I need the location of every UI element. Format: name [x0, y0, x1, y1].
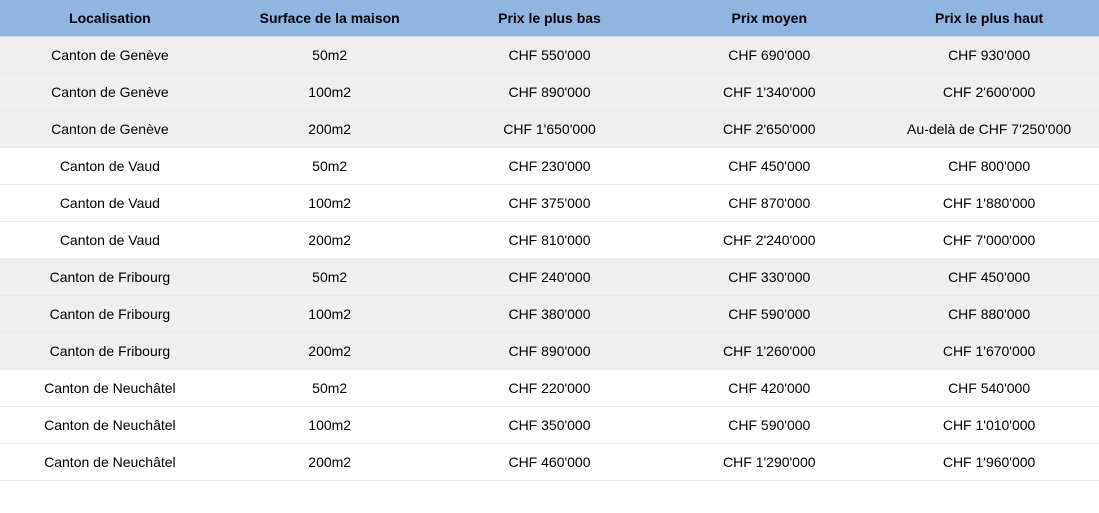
table-row: Canton de Genève 50m2 CHF 550'000 CHF 69… [0, 37, 1099, 74]
cell-avg: CHF 690'000 [659, 37, 879, 74]
cell-low: CHF 810'000 [440, 222, 660, 259]
cell-avg: CHF 450'000 [659, 148, 879, 185]
cell-loc: Canton de Genève [0, 37, 220, 74]
cell-surf: 100m2 [220, 185, 440, 222]
table-row: Canton de Neuchâtel 50m2 CHF 220'000 CHF… [0, 370, 1099, 407]
table-body: Canton de Genève 50m2 CHF 550'000 CHF 69… [0, 37, 1099, 481]
table-row: Canton de Fribourg 50m2 CHF 240'000 CHF … [0, 259, 1099, 296]
cell-surf: 100m2 [220, 296, 440, 333]
cell-low: CHF 375'000 [440, 185, 660, 222]
cell-low: CHF 240'000 [440, 259, 660, 296]
col-header-surf: Surface de la maison [220, 0, 440, 37]
cell-high: CHF 880'000 [879, 296, 1099, 333]
cell-low: CHF 350'000 [440, 407, 660, 444]
cell-loc: Canton de Fribourg [0, 259, 220, 296]
cell-low: CHF 220'000 [440, 370, 660, 407]
cell-surf: 100m2 [220, 407, 440, 444]
cell-surf: 200m2 [220, 444, 440, 481]
cell-low: CHF 230'000 [440, 148, 660, 185]
cell-low: CHF 890'000 [440, 333, 660, 370]
cell-loc: Canton de Genève [0, 74, 220, 111]
table-row: Canton de Vaud 50m2 CHF 230'000 CHF 450'… [0, 148, 1099, 185]
cell-loc: Canton de Vaud [0, 148, 220, 185]
cell-loc: Canton de Fribourg [0, 296, 220, 333]
cell-avg: CHF 1'260'000 [659, 333, 879, 370]
col-header-loc: Localisation [0, 0, 220, 37]
cell-loc: Canton de Fribourg [0, 333, 220, 370]
cell-high: CHF 540'000 [879, 370, 1099, 407]
cell-high: CHF 7'000'000 [879, 222, 1099, 259]
cell-surf: 50m2 [220, 370, 440, 407]
cell-surf: 200m2 [220, 333, 440, 370]
cell-low: CHF 890'000 [440, 74, 660, 111]
header-row: Localisation Surface de la maison Prix l… [0, 0, 1099, 37]
cell-low: CHF 380'000 [440, 296, 660, 333]
table-row: Canton de Genève 200m2 CHF 1'650'000 CHF… [0, 111, 1099, 148]
col-header-avg: Prix moyen [659, 0, 879, 37]
cell-loc: Canton de Vaud [0, 185, 220, 222]
cell-high: CHF 930'000 [879, 37, 1099, 74]
cell-high: CHF 1'670'000 [879, 333, 1099, 370]
cell-avg: CHF 420'000 [659, 370, 879, 407]
cell-surf: 200m2 [220, 111, 440, 148]
cell-surf: 100m2 [220, 74, 440, 111]
price-table: Localisation Surface de la maison Prix l… [0, 0, 1099, 481]
table-header: Localisation Surface de la maison Prix l… [0, 0, 1099, 37]
cell-avg: CHF 2'650'000 [659, 111, 879, 148]
cell-loc: Canton de Neuchâtel [0, 370, 220, 407]
cell-low: CHF 1'650'000 [440, 111, 660, 148]
table-row: Canton de Vaud 100m2 CHF 375'000 CHF 870… [0, 185, 1099, 222]
cell-high: Au-delà de CHF 7'250'000 [879, 111, 1099, 148]
table-row: Canton de Vaud 200m2 CHF 810'000 CHF 2'2… [0, 222, 1099, 259]
table-row: Canton de Fribourg 200m2 CHF 890'000 CHF… [0, 333, 1099, 370]
cell-low: CHF 550'000 [440, 37, 660, 74]
cell-avg: CHF 870'000 [659, 185, 879, 222]
cell-high: CHF 2'600'000 [879, 74, 1099, 111]
cell-high: CHF 450'000 [879, 259, 1099, 296]
cell-loc: Canton de Neuchâtel [0, 444, 220, 481]
table-row: Canton de Fribourg 100m2 CHF 380'000 CHF… [0, 296, 1099, 333]
cell-avg: CHF 1'340'000 [659, 74, 879, 111]
cell-surf: 50m2 [220, 259, 440, 296]
cell-loc: Canton de Vaud [0, 222, 220, 259]
cell-high: CHF 1'010'000 [879, 407, 1099, 444]
table-row: Canton de Genève 100m2 CHF 890'000 CHF 1… [0, 74, 1099, 111]
table-row: Canton de Neuchâtel 100m2 CHF 350'000 CH… [0, 407, 1099, 444]
cell-high: CHF 800'000 [879, 148, 1099, 185]
cell-loc: Canton de Genève [0, 111, 220, 148]
cell-loc: Canton de Neuchâtel [0, 407, 220, 444]
cell-surf: 200m2 [220, 222, 440, 259]
cell-avg: CHF 590'000 [659, 407, 879, 444]
cell-avg: CHF 330'000 [659, 259, 879, 296]
cell-surf: 50m2 [220, 148, 440, 185]
cell-avg: CHF 1'290'000 [659, 444, 879, 481]
cell-avg: CHF 590'000 [659, 296, 879, 333]
cell-surf: 50m2 [220, 37, 440, 74]
cell-low: CHF 460'000 [440, 444, 660, 481]
table-row: Canton de Neuchâtel 200m2 CHF 460'000 CH… [0, 444, 1099, 481]
cell-avg: CHF 2'240'000 [659, 222, 879, 259]
col-header-high: Prix le plus haut [879, 0, 1099, 37]
col-header-low: Prix le plus bas [440, 0, 660, 37]
cell-high: CHF 1'880'000 [879, 185, 1099, 222]
cell-high: CHF 1'960'000 [879, 444, 1099, 481]
